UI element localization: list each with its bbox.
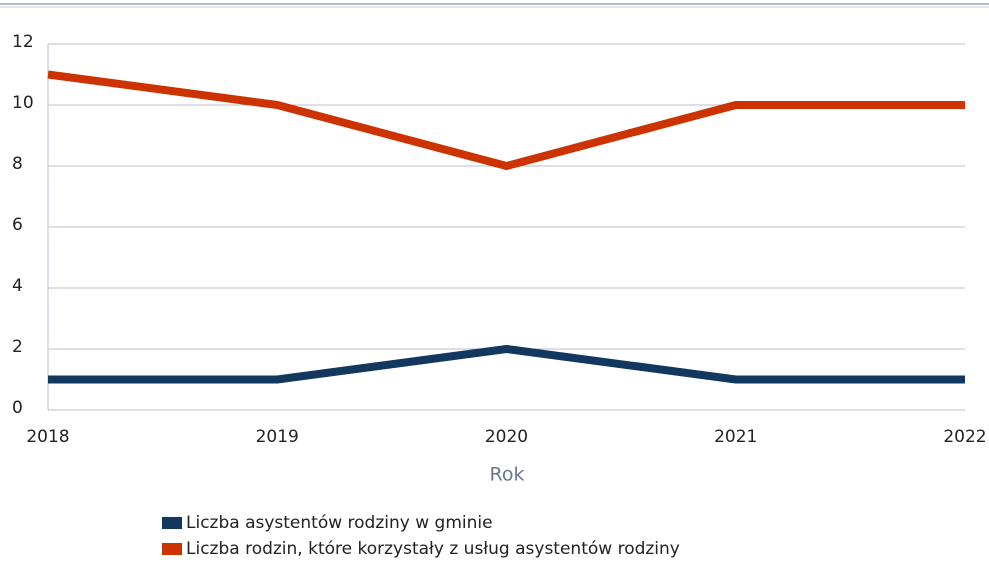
x-tick-label: 2021	[714, 427, 757, 447]
y-tick-label: 2	[12, 337, 23, 357]
y-tick-label: 4	[12, 276, 23, 296]
x-tick-label: 2020	[485, 427, 528, 447]
y-tick-label: 8	[12, 154, 23, 174]
series-line	[47, 70, 965, 170]
x-tick-label: 2018	[26, 427, 69, 447]
legend-swatch	[162, 517, 182, 529]
legend-swatch	[162, 543, 182, 555]
legend-label: Liczba rodzin, które korzystały z usług …	[186, 539, 680, 559]
legend-label: Liczba asystentów rodziny w gminie	[186, 513, 493, 533]
x-axis-label: Rok	[490, 464, 525, 486]
y-tick-label: 12	[12, 32, 34, 52]
x-tick-label: 2019	[256, 427, 299, 447]
y-tick-label: 10	[12, 93, 34, 113]
y-tick-label: 0	[12, 398, 23, 418]
y-tick-label: 6	[12, 215, 23, 235]
x-tick-label: 2022	[943, 427, 986, 447]
series-line	[48, 345, 965, 384]
